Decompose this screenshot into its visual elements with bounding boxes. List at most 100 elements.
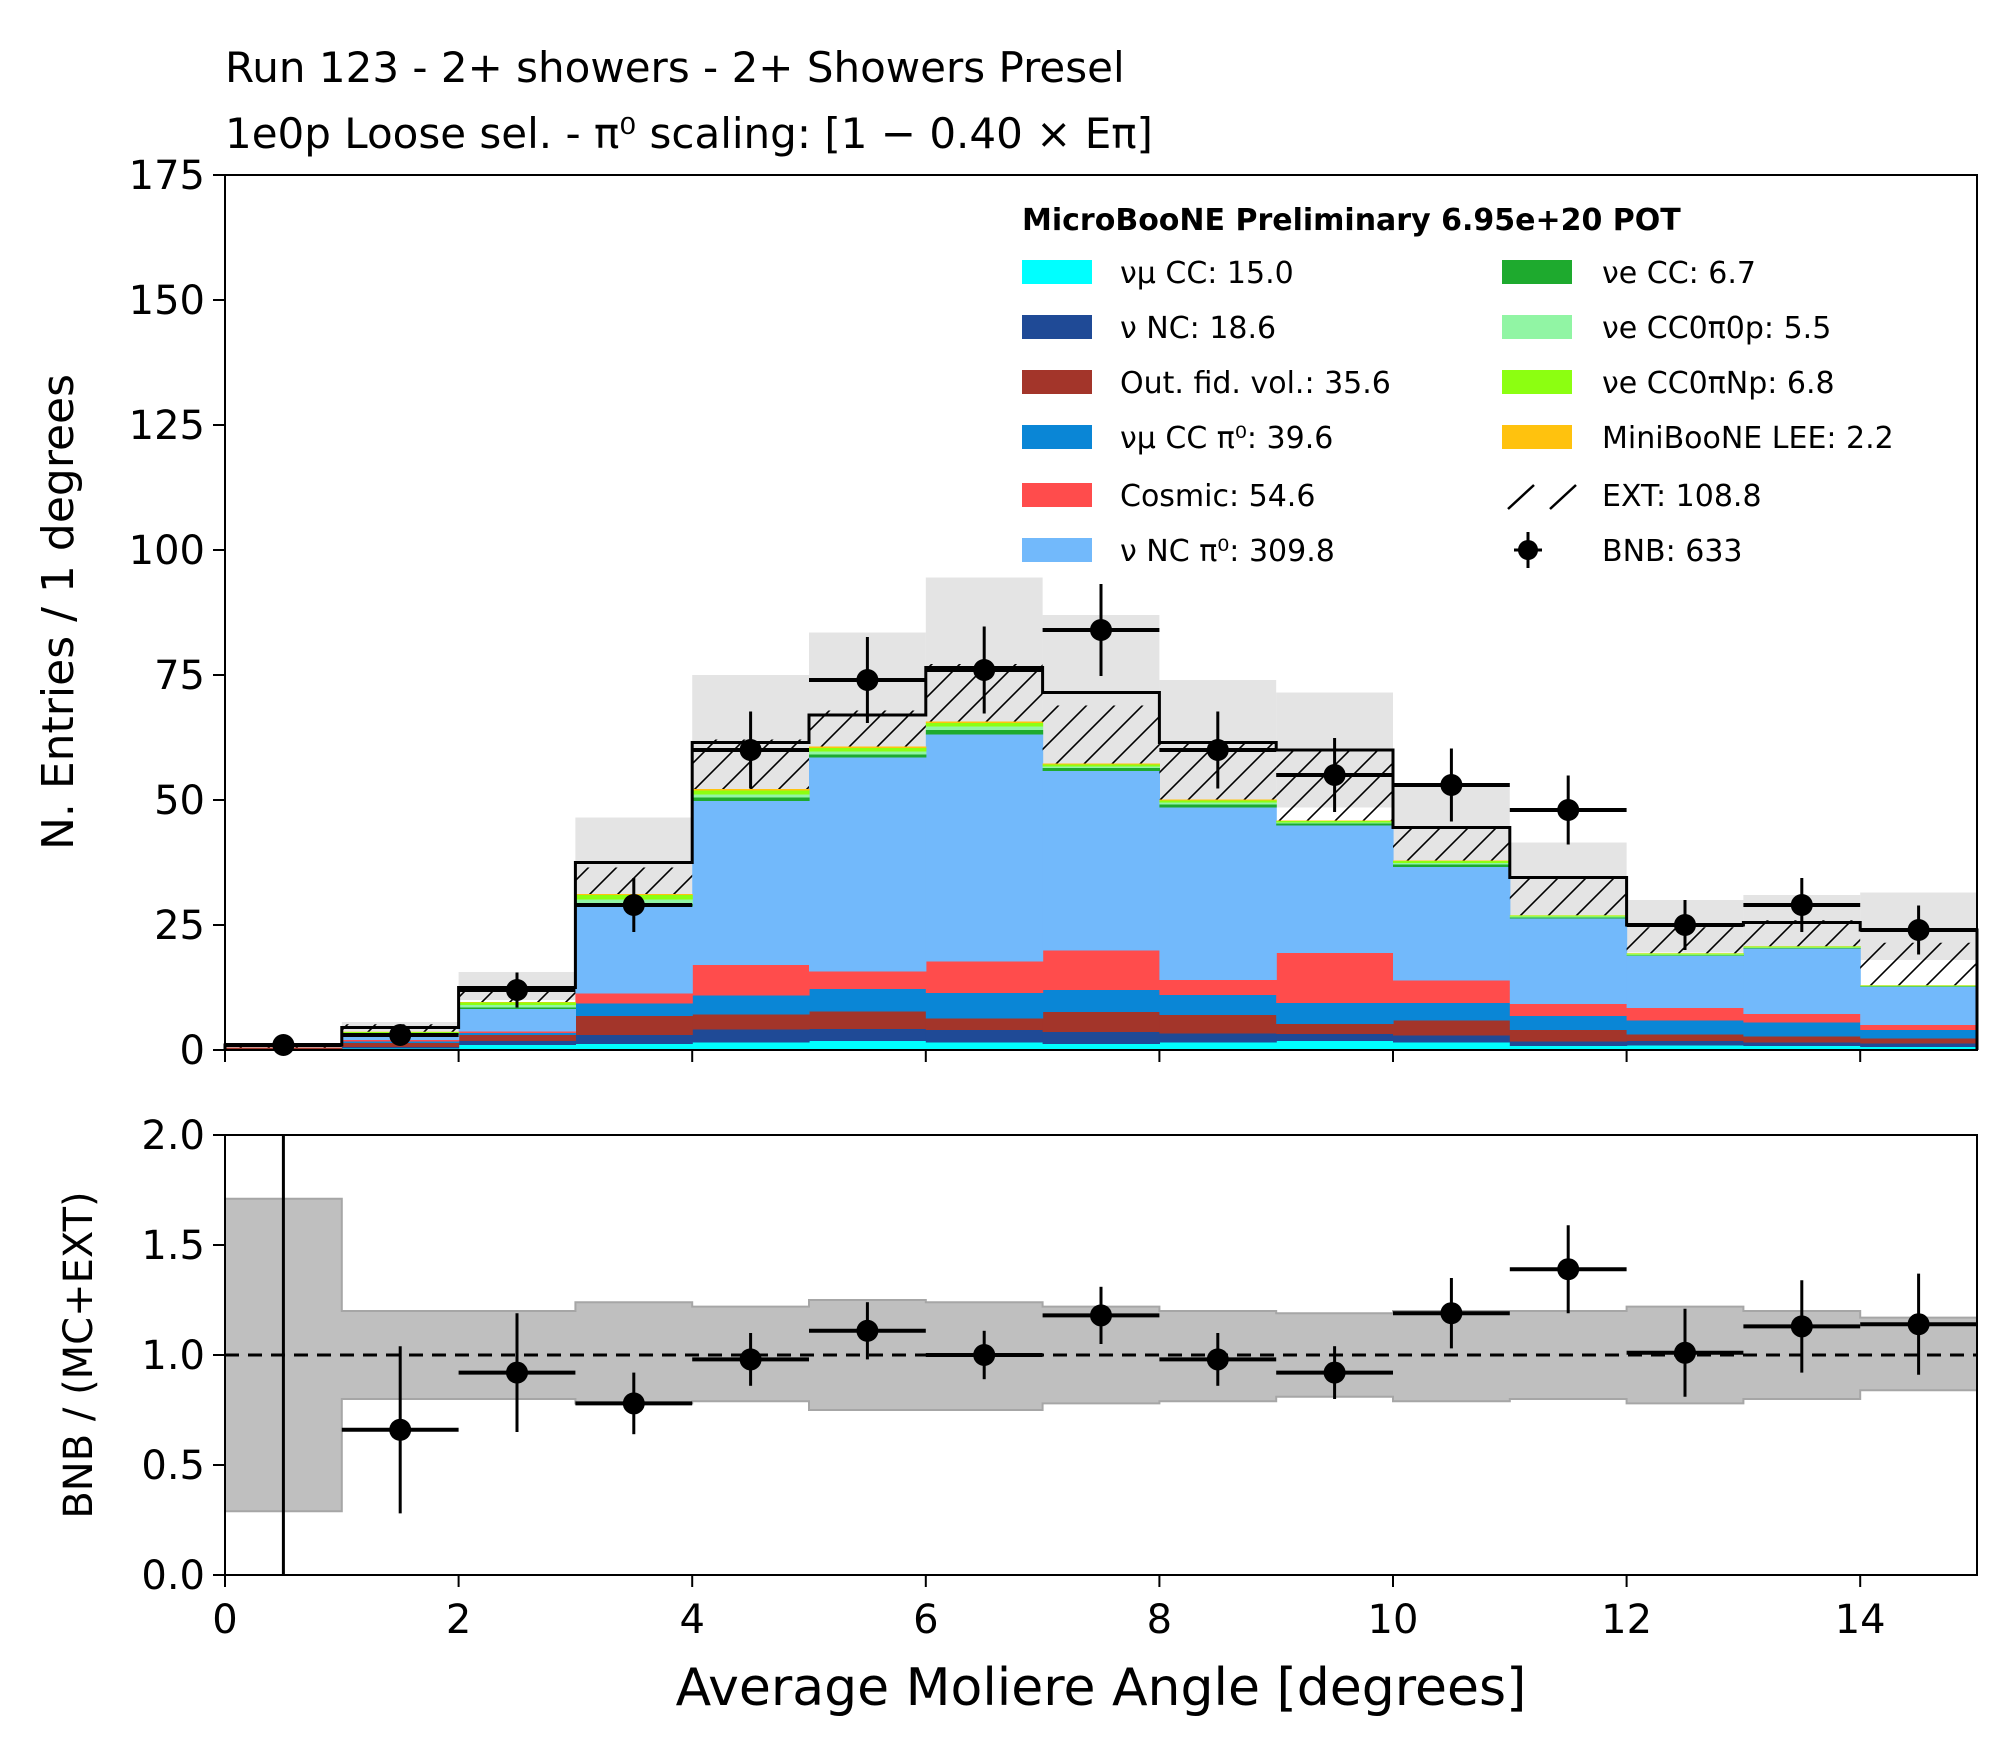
- stack-bar-1: [1509, 1041, 1628, 1046]
- legend-entry: ν NC π⁰: 309.8: [1022, 534, 1335, 569]
- stack-bar-8: [1509, 915, 1628, 917]
- main-y-tick-label: 125: [129, 403, 205, 449]
- ratio-y-ticks: 0.0 0.5 1.0 1.5 2.0: [141, 1113, 225, 1599]
- stack-bar-4: [1743, 1014, 1861, 1023]
- stack-bar-4: [1509, 1004, 1628, 1016]
- stack-bar-ext: [1042, 705, 1160, 764]
- stack-bar-9: [1159, 799, 1277, 801]
- stack-bar-6: [1626, 955, 1744, 956]
- stack-bar-2: [1042, 1012, 1160, 1032]
- stack-bar-4: [1159, 980, 1277, 995]
- bnb-data-point: [1743, 878, 1861, 932]
- ratio-data-point: [925, 1330, 1043, 1380]
- stack-bar-4: [575, 993, 693, 1004]
- legend-label: νe CC0π0p: 5.5: [1602, 311, 1831, 346]
- stack-bar-3: [1393, 1003, 1511, 1021]
- stack-bar-8: [1743, 946, 1861, 948]
- main-y-axis-label: N. Entries / 1 degrees: [33, 374, 84, 850]
- stack-bar-5: [925, 734, 1044, 962]
- stack-bar-2: [692, 1014, 810, 1030]
- stack-bar-0: [1743, 1046, 1861, 1050]
- legend-header: MicroBooNE Preliminary 6.95e+20 POT: [1022, 203, 1681, 238]
- stack-bar-3: [1042, 990, 1160, 1012]
- stack-bar-1: [1393, 1035, 1511, 1043]
- stack-bar-8: [1393, 861, 1511, 863]
- ratio-data-point: [809, 1302, 926, 1360]
- stack-bar-8: [1626, 953, 1744, 955]
- stack-bar-8: [1276, 821, 1394, 823]
- legend-label: ν NC: 18.6: [1120, 311, 1276, 346]
- stack-bar-8: [1860, 985, 1977, 986]
- stack-bar-1: [458, 1041, 576, 1045]
- ratio-data-point: [458, 1313, 576, 1432]
- chart-title-line-1: Run 123 - 2+ showers - 2+ Showers Presel: [225, 43, 1125, 92]
- ratio-y-tick-label: 2.0: [141, 1113, 205, 1159]
- stack-bar-1: [925, 1030, 1044, 1043]
- legend: MicroBooNE Preliminary 6.95e+20 POT νμ C…: [1022, 203, 1894, 569]
- stack-bar-4: [1042, 950, 1160, 990]
- stack-bar-6: [1042, 768, 1160, 771]
- x-axis-label: Average Moliere Angle [degrees]: [676, 1658, 1527, 1718]
- stack-bar-1: [341, 1047, 460, 1049]
- stack-bar-1: [1626, 1041, 1744, 1046]
- legend-entry: MiniBooNE LEE: 2.2: [1502, 421, 1894, 456]
- stack-bar-2: [1860, 1038, 1977, 1044]
- ratio-data-point: [575, 1372, 693, 1435]
- stack-bar-1: [1042, 1032, 1160, 1044]
- stack-bar-1: [1159, 1033, 1277, 1043]
- legend-swatch: [1502, 370, 1572, 394]
- stack-bar-2: [809, 1011, 927, 1029]
- bnb-data-point: [575, 878, 693, 932]
- stack-bar-6: [692, 797, 810, 801]
- stack-bar-5: [1743, 948, 1861, 1014]
- stack-bar-ext: [1393, 827, 1510, 861]
- legend-entry: EXT: 108.8: [1507, 479, 1762, 514]
- stack-bar-0: [1159, 1042, 1277, 1050]
- stack-bar-3: [925, 993, 1044, 1019]
- legend-label: Out. fid. vol.: 35.6: [1120, 366, 1391, 401]
- x-tick-label: 10: [1368, 1597, 1419, 1643]
- main-x-ticks: [224, 1050, 1862, 1062]
- stack-bar-3: [1743, 1022, 1861, 1037]
- ratio-panel: 0.0 0.5 1.0 1.5 2.0 0 2 4 6 8 10 12 14 BNB / (MC+EX…: [56, 1113, 1978, 1718]
- main-y-tick-label: 50: [154, 778, 205, 824]
- main-y-tick-label: 150: [129, 278, 205, 324]
- stack-bar-3: [575, 1003, 693, 1016]
- stack-bar-5: [1860, 987, 1977, 1025]
- ratio-data-point: [1860, 1273, 1977, 1375]
- main-y-tick-label: 0: [180, 1028, 205, 1074]
- stack-bar-2: [1159, 1015, 1277, 1034]
- stack-bar-9: [925, 721, 1044, 723]
- legend-label: BNB: 633: [1602, 534, 1743, 569]
- legend-label: νμ CC: 15.0: [1120, 256, 1294, 291]
- stack-bar-9: [1276, 820, 1394, 821]
- legend-label: EXT: 108.8: [1602, 479, 1762, 514]
- x-tick-label: 2: [446, 1597, 471, 1643]
- stack-bar-9: [1393, 860, 1511, 861]
- legend-swatch: [1502, 260, 1572, 284]
- stack-bar-8: [692, 790, 810, 795]
- main-y-ticks: 0 25 50 75 100 125 150 175: [129, 153, 225, 1074]
- stack-bar-6: [1393, 864, 1511, 867]
- main-panel: 0 25 50 75 100 125 150 175 N. Entries / 1 degre…: [33, 153, 1979, 1074]
- stack-bar-6: [1743, 948, 1861, 949]
- stack-bar-0: [1626, 1045, 1744, 1050]
- stack-bar-2: [1509, 1030, 1628, 1042]
- legend-label: νe CC: 6.7: [1602, 256, 1756, 291]
- main-plot-frame: [224, 174, 1978, 1051]
- stack-bar-6: [1509, 917, 1628, 919]
- legend-swatch: [1022, 370, 1092, 394]
- bnb-data-point: [1626, 900, 1744, 950]
- stack-bar-6: [1276, 823, 1394, 826]
- ratio-y-tick-label: 0.5: [141, 1443, 205, 1489]
- stack-bar-2: [925, 1018, 1044, 1030]
- legend-entry: Cosmic: 54.6: [1022, 479, 1315, 514]
- stack-bar-6: [1159, 804, 1277, 808]
- stack-bar-1: [1743, 1042, 1861, 1046]
- x-tick-label: 6: [913, 1597, 938, 1643]
- legend-entry: νe CC: 6.7: [1502, 256, 1756, 291]
- stack-bar-6: [1860, 986, 1977, 987]
- stack-bar-0: [1860, 1047, 1977, 1050]
- stack-bar-8: [1159, 800, 1277, 803]
